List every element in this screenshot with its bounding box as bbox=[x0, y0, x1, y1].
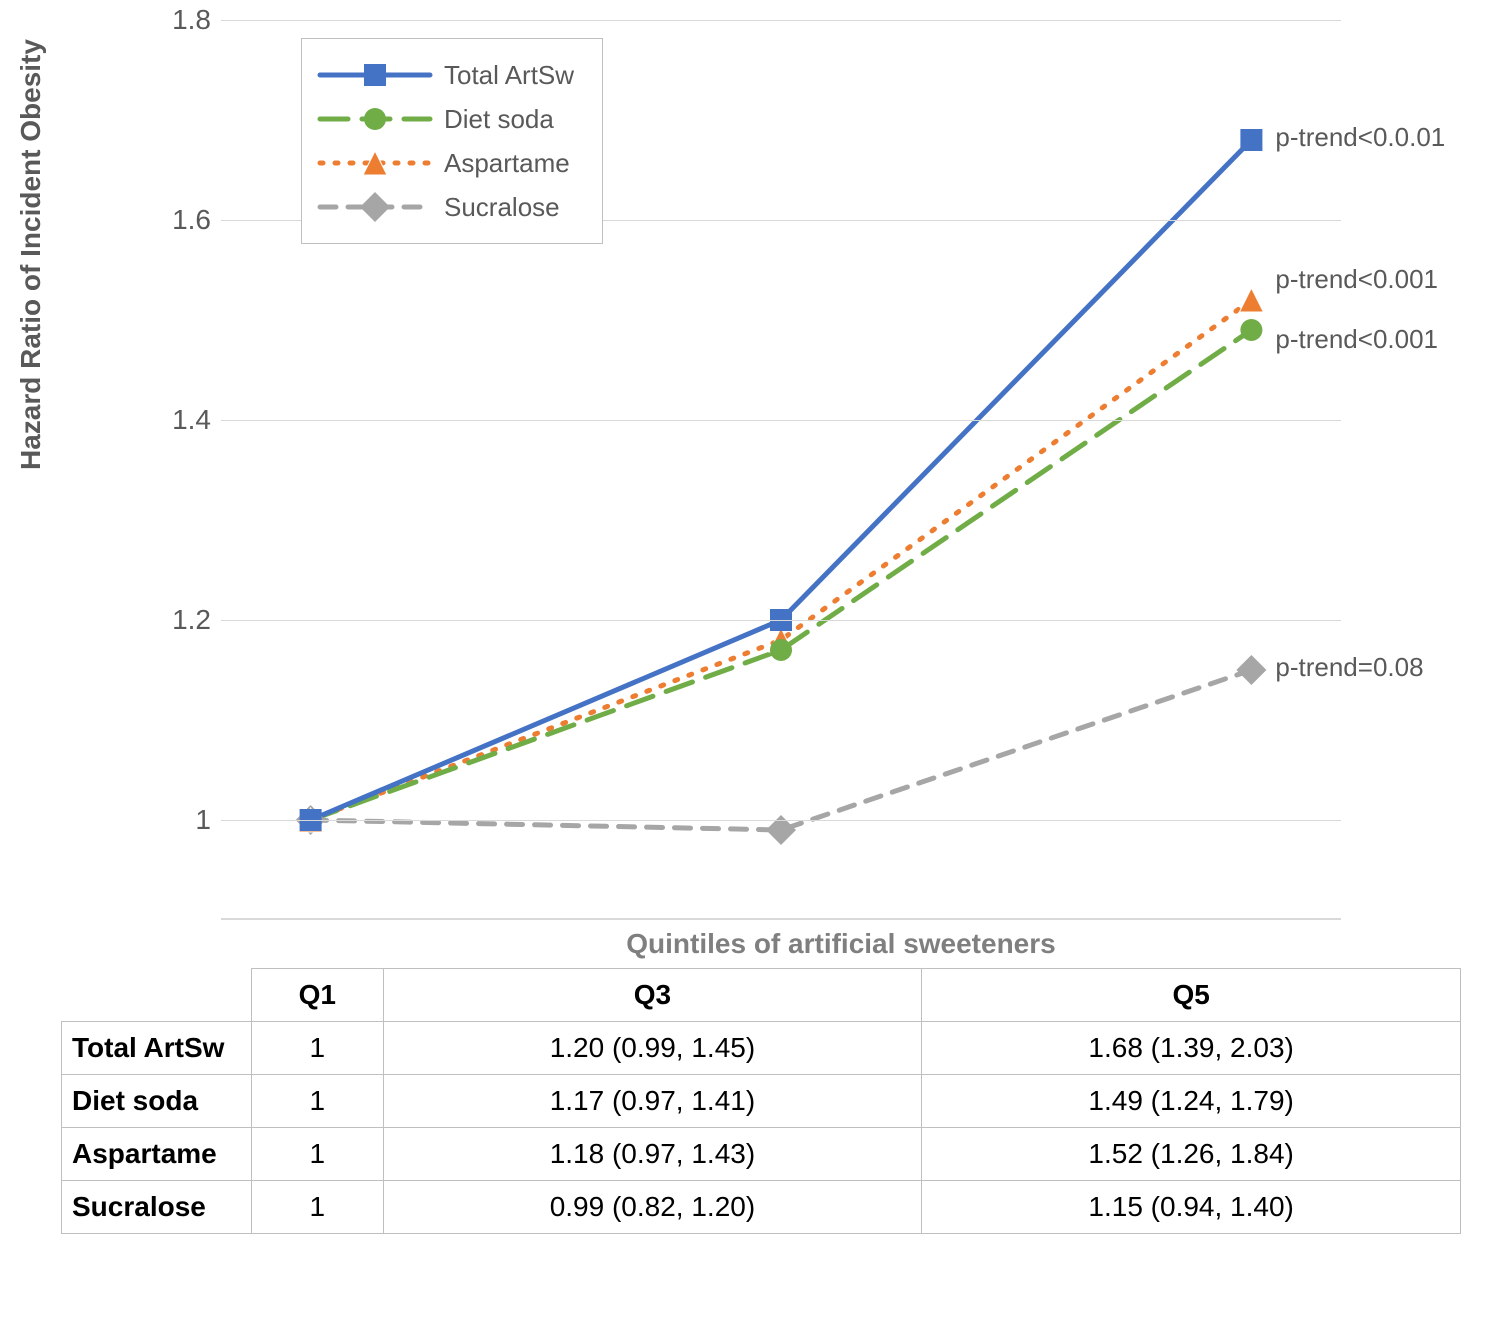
table-cell: 1.49 (1.24, 1.79) bbox=[922, 1075, 1461, 1128]
table-cell: 0.99 (0.82, 1.20) bbox=[383, 1181, 922, 1234]
plot-area: Total ArtSw Diet soda Aspartame Sucralos… bbox=[221, 20, 1341, 920]
table-cell: 1.17 (0.97, 1.41) bbox=[383, 1075, 922, 1128]
row-header: Aspartame bbox=[62, 1128, 252, 1181]
table-row: Sucralose10.99 (0.82, 1.20)1.15 (0.94, 1… bbox=[62, 1181, 1461, 1234]
legend-label: Sucralose bbox=[444, 192, 560, 223]
gridline bbox=[221, 420, 1341, 421]
table-row: Aspartame11.18 (0.97, 1.43)1.52 (1.26, 1… bbox=[62, 1128, 1461, 1181]
legend-swatch bbox=[320, 192, 430, 222]
table-cell: 1 bbox=[252, 1181, 384, 1234]
legend-item: Total ArtSw bbox=[320, 53, 574, 97]
legend-item: Sucralose bbox=[320, 185, 574, 229]
gridline bbox=[221, 820, 1341, 821]
legend-label: Diet soda bbox=[444, 104, 554, 135]
col-header: Q3 bbox=[383, 969, 922, 1022]
legend-label: Aspartame bbox=[444, 148, 570, 179]
y-axis-title: Hazard Ratio of Incident Obesity bbox=[15, 39, 47, 470]
table-row: Total ArtSw11.20 (0.99, 1.45)1.68 (1.39,… bbox=[62, 1022, 1461, 1075]
legend-swatch bbox=[320, 148, 430, 178]
y-tick-label: 1.4 bbox=[161, 404, 211, 436]
y-tick-label: 1 bbox=[161, 804, 211, 836]
table-cell: 1 bbox=[252, 1075, 384, 1128]
table-cell: 1.15 (0.94, 1.40) bbox=[922, 1181, 1461, 1234]
plot-container: 11.21.41.61.8 Total ArtSw Diet soda Aspa… bbox=[161, 20, 1341, 920]
y-tick-label: 1.6 bbox=[161, 204, 211, 236]
legend-item: Aspartame bbox=[320, 141, 574, 185]
table-cell: 1.52 (1.26, 1.84) bbox=[922, 1128, 1461, 1181]
p-trend-annotation: p-trend<0.001 bbox=[1275, 264, 1438, 295]
table-cell: 1.18 (0.97, 1.43) bbox=[383, 1128, 922, 1181]
table-cell: 1 bbox=[252, 1022, 384, 1075]
table-header-row: Q1 Q3 Q5 bbox=[62, 969, 1461, 1022]
row-header: Sucralose bbox=[62, 1181, 252, 1234]
legend-item: Diet soda bbox=[320, 97, 574, 141]
legend-swatch bbox=[320, 60, 430, 90]
p-trend-annotation: p-trend=0.08 bbox=[1275, 652, 1423, 683]
table-cell: 1.68 (1.39, 2.03) bbox=[922, 1022, 1461, 1075]
table-cell: 1 bbox=[252, 1128, 384, 1181]
data-table: Q1 Q3 Q5 Total ArtSw11.20 (0.99, 1.45)1.… bbox=[61, 968, 1461, 1234]
y-tick-label: 1.8 bbox=[161, 4, 211, 36]
row-header: Total ArtSw bbox=[62, 1022, 252, 1075]
table-corner bbox=[62, 969, 252, 1022]
row-header: Diet soda bbox=[62, 1075, 252, 1128]
col-header: Q1 bbox=[252, 969, 384, 1022]
table-row: Diet soda11.17 (0.97, 1.41)1.49 (1.24, 1… bbox=[62, 1075, 1461, 1128]
chart-container: Hazard Ratio of Incident Obesity 11.21.4… bbox=[41, 20, 1461, 1234]
legend-swatch bbox=[320, 104, 430, 134]
legend: Total ArtSw Diet soda Aspartame Sucralos… bbox=[301, 38, 603, 244]
p-trend-annotation: p-trend<0.0.01 bbox=[1275, 122, 1445, 153]
p-trend-annotation: p-trend<0.001 bbox=[1275, 324, 1438, 355]
x-axis-title: Quintiles of artificial sweeteners bbox=[221, 928, 1461, 960]
table-cell: 1.20 (0.99, 1.45) bbox=[383, 1022, 922, 1075]
col-header: Q5 bbox=[922, 969, 1461, 1022]
gridline bbox=[221, 620, 1341, 621]
legend-label: Total ArtSw bbox=[444, 60, 574, 91]
gridline bbox=[221, 20, 1341, 21]
y-tick-label: 1.2 bbox=[161, 604, 211, 636]
